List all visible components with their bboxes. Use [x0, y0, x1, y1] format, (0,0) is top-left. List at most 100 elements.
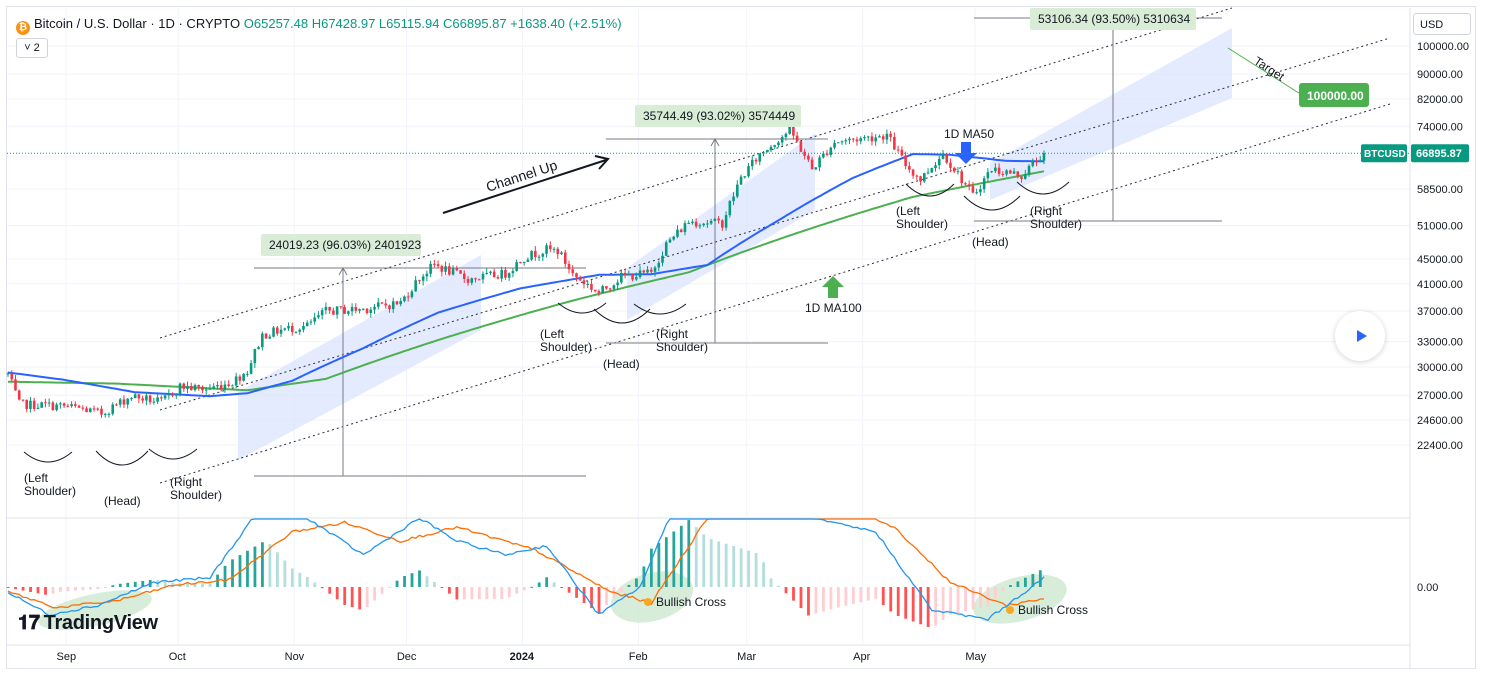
macd-histogram-bar: [380, 587, 384, 594]
macd-histogram-bar: [261, 542, 264, 587]
candle-body: [388, 305, 391, 310]
macd-histogram-bar: [425, 576, 429, 587]
candle-body: [302, 326, 305, 330]
hs2-head-label: (Head): [603, 357, 640, 371]
bullish-cross-highlight-3: [973, 574, 1067, 624]
candle-body: [661, 255, 664, 263]
macd-histogram-bar: [747, 550, 751, 587]
candle-body: [249, 363, 253, 374]
candle-body: [115, 404, 118, 406]
candle-body: [111, 404, 115, 414]
candle-body: [384, 303, 388, 306]
candle-body: [122, 399, 126, 405]
time-tick-label: Sep: [57, 651, 77, 663]
macd-histogram-bar: [88, 587, 92, 590]
candle-body: [810, 159, 814, 170]
macd-histogram-bar: [829, 587, 833, 610]
candle-body: [784, 133, 788, 138]
candle-body: [171, 393, 174, 396]
hs1-left-shoulder-label-line: Shoulder): [24, 484, 76, 498]
measure-3-label-text: 53106.34 (93.50%) 5310634: [1038, 12, 1190, 26]
candle-body: [448, 266, 451, 275]
macd-histogram-bar: [627, 584, 631, 587]
macd-histogram-bar: [290, 568, 294, 587]
candle-body: [1009, 170, 1012, 174]
candle-body: [934, 165, 937, 169]
macd-histogram-bar: [635, 578, 638, 587]
macd-histogram-bar: [500, 587, 504, 600]
time-tick-label: Dec: [397, 651, 417, 663]
hs1-right-shoulder-label-line: Shoulder): [170, 488, 222, 502]
macd-histogram-bar: [537, 582, 541, 587]
macd-histogram-bar: [126, 582, 130, 587]
ticker-tag-text: BTCUSD: [1364, 149, 1406, 160]
macd-histogram-bar: [103, 587, 107, 588]
macd-histogram-bar: [874, 587, 878, 599]
hs3-right-arc: [1016, 181, 1070, 195]
candle-body: [522, 261, 526, 263]
macd-histogram-bar: [81, 587, 85, 591]
candle-body: [347, 311, 350, 314]
candle-body: [567, 263, 571, 270]
candle-body: [1023, 174, 1027, 179]
candle-body: [840, 141, 844, 143]
measure-2-label-box: [635, 105, 801, 127]
candle-body: [47, 402, 51, 404]
candle-body: [335, 306, 339, 315]
hs2-left-shoulder-label-line: (Left: [540, 327, 565, 341]
candle-body: [459, 270, 462, 274]
candle-body: [130, 398, 133, 400]
ticker-tag-text-line: BTCUSD: [1364, 149, 1406, 160]
tradingview-logo[interactable]: 𝟏𝟕 TradingView: [18, 612, 158, 635]
replay-button[interactable]: [1335, 311, 1385, 361]
candle-body: [429, 263, 432, 274]
macd-histogram-bar: [866, 587, 870, 601]
macd-histogram-bar: [1016, 581, 1020, 587]
candle-body: [175, 393, 178, 396]
candle-body: [754, 159, 758, 162]
candle-body: [152, 401, 156, 403]
candle-body: [975, 192, 978, 194]
candle-body: [818, 157, 821, 168]
candle-body: [721, 220, 724, 228]
candle-body: [55, 404, 58, 411]
candle-body: [317, 315, 320, 318]
range-highlight-2: [627, 133, 815, 320]
candle-body: [638, 270, 642, 278]
macd-histogram-bar: [717, 541, 721, 587]
candle-body: [492, 271, 496, 278]
symbol-title[interactable]: Bitcoin / U.S. Dollar · 1D · CRYPTO: [34, 16, 241, 31]
candle-body: [631, 274, 634, 280]
candle-body: [863, 136, 866, 139]
price-tick-label-line: 51000.00: [1417, 221, 1463, 233]
macd-histogram-bar: [1023, 577, 1027, 587]
candle-body: [769, 146, 773, 151]
candle-body: [208, 388, 212, 390]
candle-body: [807, 155, 810, 160]
indicator-toggle[interactable]: ˅ 2: [16, 38, 48, 58]
target-price-text-line: 100000.00: [1307, 89, 1364, 103]
candle-body: [118, 399, 122, 405]
candle-body: [642, 270, 646, 273]
target-line: [1227, 47, 1303, 96]
candle-body: [70, 404, 73, 407]
candle-body: [133, 394, 137, 399]
macd-histogram-bar: [29, 587, 32, 592]
measure-3-label-text-line: 53106.34 (93.50%) 5310634: [1038, 12, 1190, 26]
candle-body: [724, 215, 728, 228]
hs3-left-shoulder-label-line: Shoulder): [896, 217, 948, 231]
candle-body: [10, 373, 14, 380]
candle-body: [193, 385, 197, 391]
candle-body: [964, 183, 967, 185]
candle-body: [234, 376, 238, 386]
currency-selector[interactable]: USD: [1413, 13, 1471, 35]
candle-body: [844, 140, 848, 142]
candle-body: [780, 137, 784, 143]
macd-histogram-bar: [44, 587, 47, 595]
macd-histogram-bar: [448, 587, 451, 594]
candle-body: [750, 159, 754, 167]
symbol-header[interactable]: ₿ Bitcoin / U.S. Dollar · 1D · CRYPTO O65…: [16, 16, 622, 35]
candle-body: [698, 225, 702, 227]
macd-histogram-bar: [201, 583, 204, 587]
